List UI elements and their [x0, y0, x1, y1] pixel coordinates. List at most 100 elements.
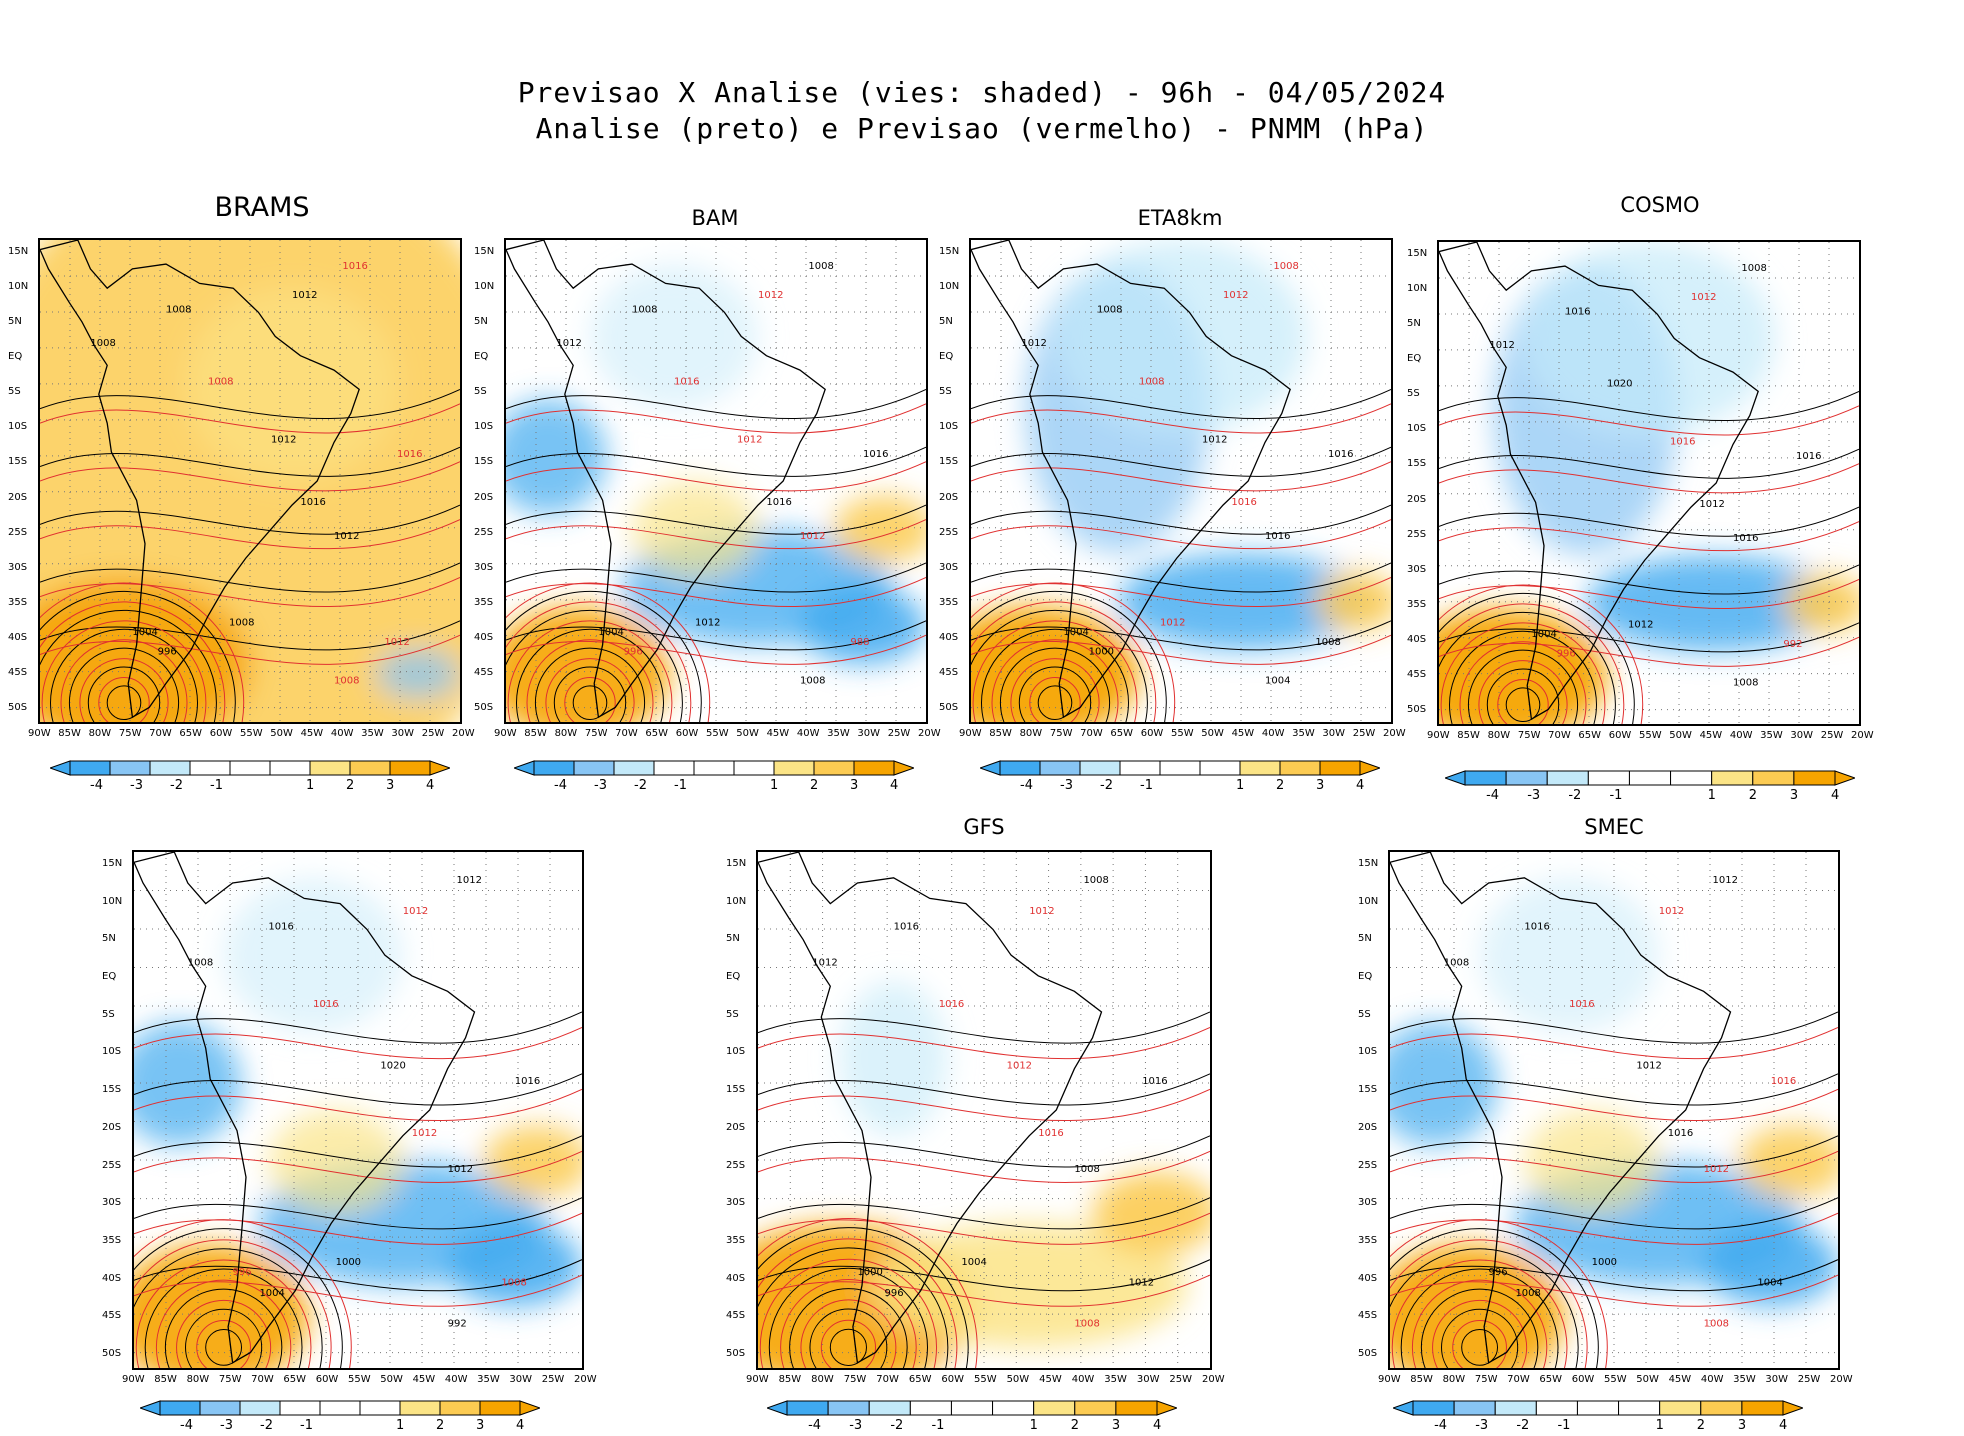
forecast-isobar	[1440, 622, 1606, 724]
analysis-isobar	[1439, 611, 1616, 724]
lon-tick-label: 25W	[1797, 1374, 1821, 1385]
forecast-isobar	[506, 576, 926, 607]
forecast-isobar	[971, 403, 1391, 434]
isobar-label: 1016	[397, 449, 422, 460]
forecast-isobar	[79, 658, 169, 722]
isobar-label: 1008	[632, 304, 657, 315]
forecast-isobar	[40, 519, 460, 550]
colorbar-segment	[1700, 1400, 1743, 1416]
isobar-label: 1012	[1202, 434, 1227, 445]
lon-tick-label: 50W	[1006, 1374, 1030, 1385]
analysis-isobar	[1018, 666, 1092, 722]
analysis-isobar	[506, 562, 926, 593]
isobar-label: 1008	[1741, 263, 1766, 274]
colorbar-tick-label: -4	[90, 778, 103, 793]
colorbar-segment	[269, 760, 311, 776]
isobar-label: 1016	[1771, 1076, 1796, 1087]
colorbar-arrow-right	[1782, 1400, 1803, 1416]
colorbar-tick-label: 4	[1153, 1418, 1162, 1433]
colorbar-segment	[1159, 760, 1201, 776]
analysis-isobar	[971, 504, 1391, 535]
forecast-isobar	[506, 519, 926, 550]
lon-tick-label: 90W	[959, 728, 982, 739]
lat-tick-label: 5S	[102, 1008, 115, 1020]
colorbar-segment	[533, 760, 575, 776]
lat-tick-label: 10S	[1407, 423, 1427, 435]
colorbar-segment	[613, 760, 655, 776]
lat-tick-label: 45S	[939, 666, 959, 678]
isobar-label: 1012	[1713, 875, 1738, 886]
forecast-isobar	[155, 1279, 292, 1368]
lat-tick-label: 10S	[8, 421, 28, 433]
bias-shading	[632, 481, 758, 578]
bias-shading	[376, 649, 460, 698]
isobar-label: 1008	[1733, 677, 1758, 688]
analysis-isobar	[758, 1073, 1210, 1106]
lon-tick-label: 35W	[827, 728, 850, 739]
lon-tick-label: 50W	[1636, 1374, 1659, 1385]
analysis-isobar	[1441, 1308, 1519, 1368]
lat-tick-label: 5S	[939, 386, 952, 398]
forecast-isobar	[134, 1026, 582, 1060]
isobar-label: 996	[1489, 1267, 1508, 1278]
map-svg: 1008 1012 1012 1016 1016 1012 1016 1016 1008 1004…	[758, 852, 1210, 1368]
lat-tick-label: 45S	[1407, 668, 1427, 680]
forecast-isobar	[196, 1319, 251, 1368]
analysis-isobar	[758, 1259, 1210, 1292]
lon-tick-label: 20W	[574, 1374, 597, 1385]
colorbar-tick-label: 4	[1356, 778, 1365, 793]
forecast-isobar	[758, 1088, 1210, 1121]
south-america-coastline	[40, 240, 360, 719]
isobar-label: 1016	[939, 999, 964, 1010]
colorbar-segment	[853, 760, 895, 776]
map-svg: 1012 1012 1008 1016 1016 1020 1016 1012 1012 1000…	[134, 852, 582, 1368]
forecast-isobar	[759, 1258, 938, 1368]
colorbar-arrow-left	[140, 1400, 161, 1416]
lon-tick-label: 50W	[1201, 728, 1224, 739]
analysis-isobar	[1486, 668, 1560, 724]
lon-tick-label: 40W	[1261, 728, 1285, 739]
lon-tick-label: 25W	[1352, 728, 1376, 739]
colorbar-arrow-left	[980, 760, 1001, 776]
forecast-isobar	[1439, 584, 1644, 724]
lat-tick-label: 5N	[102, 933, 116, 945]
isobar-label: 1016	[300, 497, 325, 508]
forecast-isobar	[972, 620, 1138, 722]
lat-tick-label: 15S	[8, 456, 28, 468]
forecast-isobar	[134, 1150, 582, 1183]
lat-tick-label: 10N	[8, 281, 29, 293]
lon-tick-label: 35W	[1760, 730, 1783, 741]
lat-tick-label: 30S	[726, 1197, 746, 1209]
bias-shading	[223, 877, 403, 1033]
lat-tick-label: 20S	[102, 1121, 122, 1133]
lat-tick-label: 10S	[726, 1046, 746, 1058]
lat-tick-label: EQ	[474, 351, 489, 363]
lat-tick-label: 10N	[939, 281, 960, 293]
forecast-isobar	[758, 1026, 1210, 1060]
isobar-label: 1016	[1231, 497, 1256, 508]
isobar-label: 1012	[448, 1164, 473, 1175]
colorbar-segment	[69, 760, 111, 776]
isobar-label: 996	[885, 1288, 904, 1299]
forecast-isobar	[1439, 463, 1859, 494]
isobar-label: 1012	[695, 618, 720, 629]
isobar-label: 996	[1557, 649, 1576, 660]
lon-tick-label: 70W	[1548, 730, 1571, 741]
main-title-line1: Previsao X Analise (vies: shaded) - 96h …	[517, 76, 1447, 109]
lon-tick-label: 75W	[1049, 728, 1073, 739]
analysis-isobar	[1505, 687, 1541, 723]
lon-tick-label: 75W	[1517, 730, 1541, 741]
lon-tick-label: 55W	[348, 1374, 371, 1385]
bias-shading	[1703, 1223, 1838, 1307]
lon-tick-label: 75W	[218, 1374, 242, 1385]
colorbar-arrow-left	[1445, 770, 1466, 786]
analysis-isobar	[572, 685, 608, 721]
colorbar-segment	[1115, 1400, 1158, 1416]
map-svg: 1012 1012 1008 1016 1016 1012 1016 1016 1012 1000…	[1390, 852, 1838, 1368]
colorbar-segment	[1239, 760, 1281, 776]
isobar-label: 1016	[313, 999, 338, 1010]
isobar-label: 1008	[1097, 304, 1122, 315]
forecast-isobar	[526, 639, 654, 722]
colorbar-segment	[319, 1400, 361, 1416]
colorbar-segment	[1535, 1400, 1578, 1416]
